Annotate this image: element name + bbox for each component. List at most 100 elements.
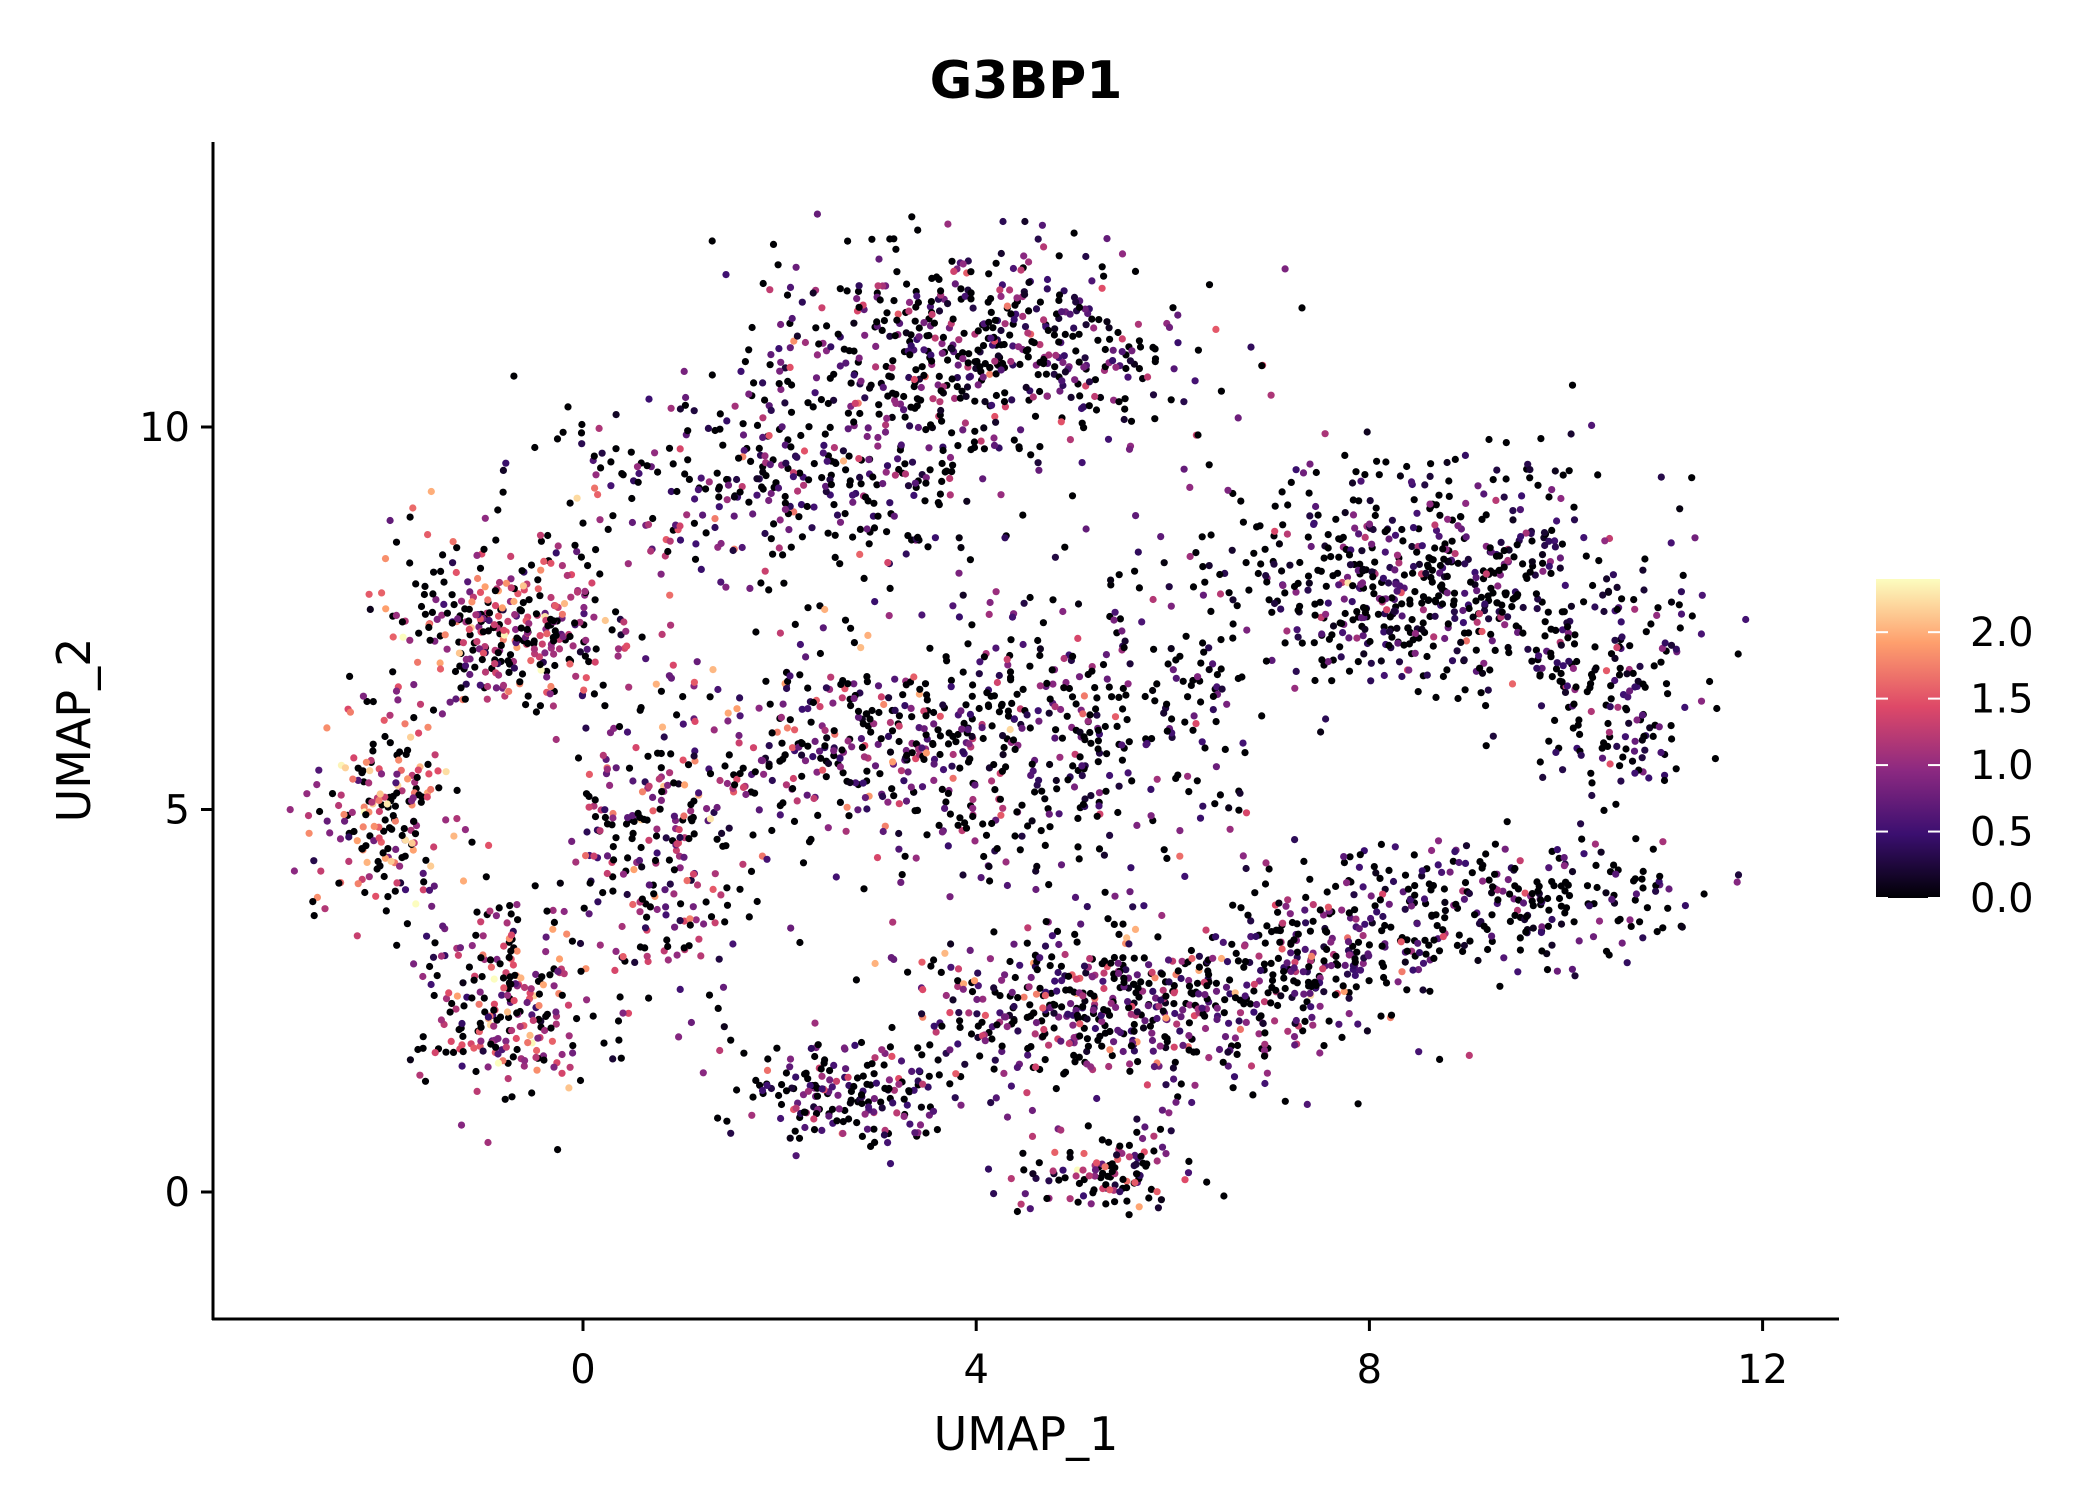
data-point xyxy=(1103,318,1111,326)
data-point xyxy=(839,1118,847,1126)
data-point xyxy=(1540,529,1549,537)
data-point xyxy=(1477,593,1485,601)
data-point xyxy=(1385,866,1393,875)
data-point xyxy=(1359,632,1367,640)
data-point xyxy=(1629,669,1637,678)
data-point xyxy=(778,1081,786,1089)
data-point xyxy=(1431,544,1439,552)
data-point xyxy=(425,623,433,632)
data-point xyxy=(1575,716,1583,724)
data-point xyxy=(479,1047,487,1055)
data-point xyxy=(1627,922,1635,931)
data-point xyxy=(1203,1178,1211,1186)
data-point xyxy=(801,1123,809,1132)
data-point xyxy=(624,814,632,822)
data-point xyxy=(671,923,679,931)
data-point xyxy=(1000,1069,1008,1077)
data-point xyxy=(1045,810,1053,818)
data-point xyxy=(543,673,551,681)
data-point xyxy=(453,786,461,795)
data-point xyxy=(1151,697,1159,705)
data-point xyxy=(1091,392,1099,401)
data-point xyxy=(624,1009,633,1017)
data-point xyxy=(1174,311,1182,319)
data-point xyxy=(1369,583,1377,591)
data-point xyxy=(936,490,945,498)
data-point xyxy=(354,764,362,772)
data-point xyxy=(1149,595,1157,604)
data-point xyxy=(908,458,917,466)
data-point xyxy=(1084,1122,1092,1130)
data-point xyxy=(711,523,719,532)
data-point xyxy=(795,1134,804,1142)
data-point xyxy=(1373,457,1381,465)
data-point xyxy=(977,368,985,376)
data-point xyxy=(476,681,484,689)
data-point xyxy=(1298,304,1306,312)
data-point xyxy=(944,789,953,798)
data-point xyxy=(496,960,504,968)
data-point xyxy=(564,403,572,411)
data-point xyxy=(1593,883,1601,892)
data-point xyxy=(681,470,689,478)
data-point xyxy=(1170,989,1178,997)
data-point xyxy=(466,670,474,679)
data-point xyxy=(1223,700,1231,708)
data-point xyxy=(713,803,721,812)
data-point xyxy=(1190,1048,1198,1056)
data-point xyxy=(552,735,560,744)
data-point xyxy=(505,668,513,677)
data-point xyxy=(810,460,818,468)
data-point xyxy=(906,1120,914,1128)
data-point xyxy=(1027,771,1035,780)
data-point xyxy=(1438,600,1447,608)
data-point xyxy=(1352,983,1360,991)
data-point xyxy=(1401,871,1410,879)
data-point xyxy=(1388,516,1396,524)
data-point xyxy=(1409,524,1418,532)
data-point xyxy=(1488,932,1496,940)
data-point xyxy=(618,470,626,478)
data-point xyxy=(424,760,432,769)
data-point xyxy=(1133,1115,1141,1123)
data-point xyxy=(955,613,964,621)
data-point xyxy=(1108,1160,1116,1168)
data-point xyxy=(1543,966,1552,974)
data-point xyxy=(1681,902,1689,910)
data-point xyxy=(761,452,769,460)
data-point xyxy=(1539,559,1547,567)
data-point xyxy=(1367,677,1375,685)
data-point xyxy=(1418,625,1426,634)
data-point xyxy=(629,900,637,909)
data-point xyxy=(684,456,692,464)
data-point xyxy=(1493,466,1501,474)
data-point xyxy=(1075,1179,1083,1188)
data-point xyxy=(1115,398,1123,406)
data-point xyxy=(1236,1009,1245,1017)
data-point xyxy=(1630,747,1639,755)
data-point xyxy=(1119,1047,1127,1056)
data-point xyxy=(1667,539,1675,547)
data-point xyxy=(1190,712,1198,720)
data-point xyxy=(1261,1040,1269,1048)
data-point xyxy=(1428,911,1436,919)
data-point xyxy=(767,535,775,543)
data-point xyxy=(378,589,386,597)
data-point xyxy=(1488,637,1496,645)
data-point xyxy=(507,931,516,939)
data-point xyxy=(1431,521,1439,529)
data-point xyxy=(1263,1069,1271,1077)
data-point xyxy=(1239,518,1247,526)
data-point xyxy=(383,800,391,808)
data-point xyxy=(766,700,774,708)
data-point xyxy=(433,615,441,624)
data-point xyxy=(1199,639,1207,647)
data-point xyxy=(1006,725,1014,734)
data-point xyxy=(1088,277,1096,285)
data-point xyxy=(755,704,763,712)
data-point xyxy=(1426,500,1434,508)
data-point xyxy=(1558,678,1566,686)
data-point xyxy=(929,1107,938,1115)
data-point xyxy=(1084,717,1092,725)
data-point xyxy=(1390,607,1398,615)
